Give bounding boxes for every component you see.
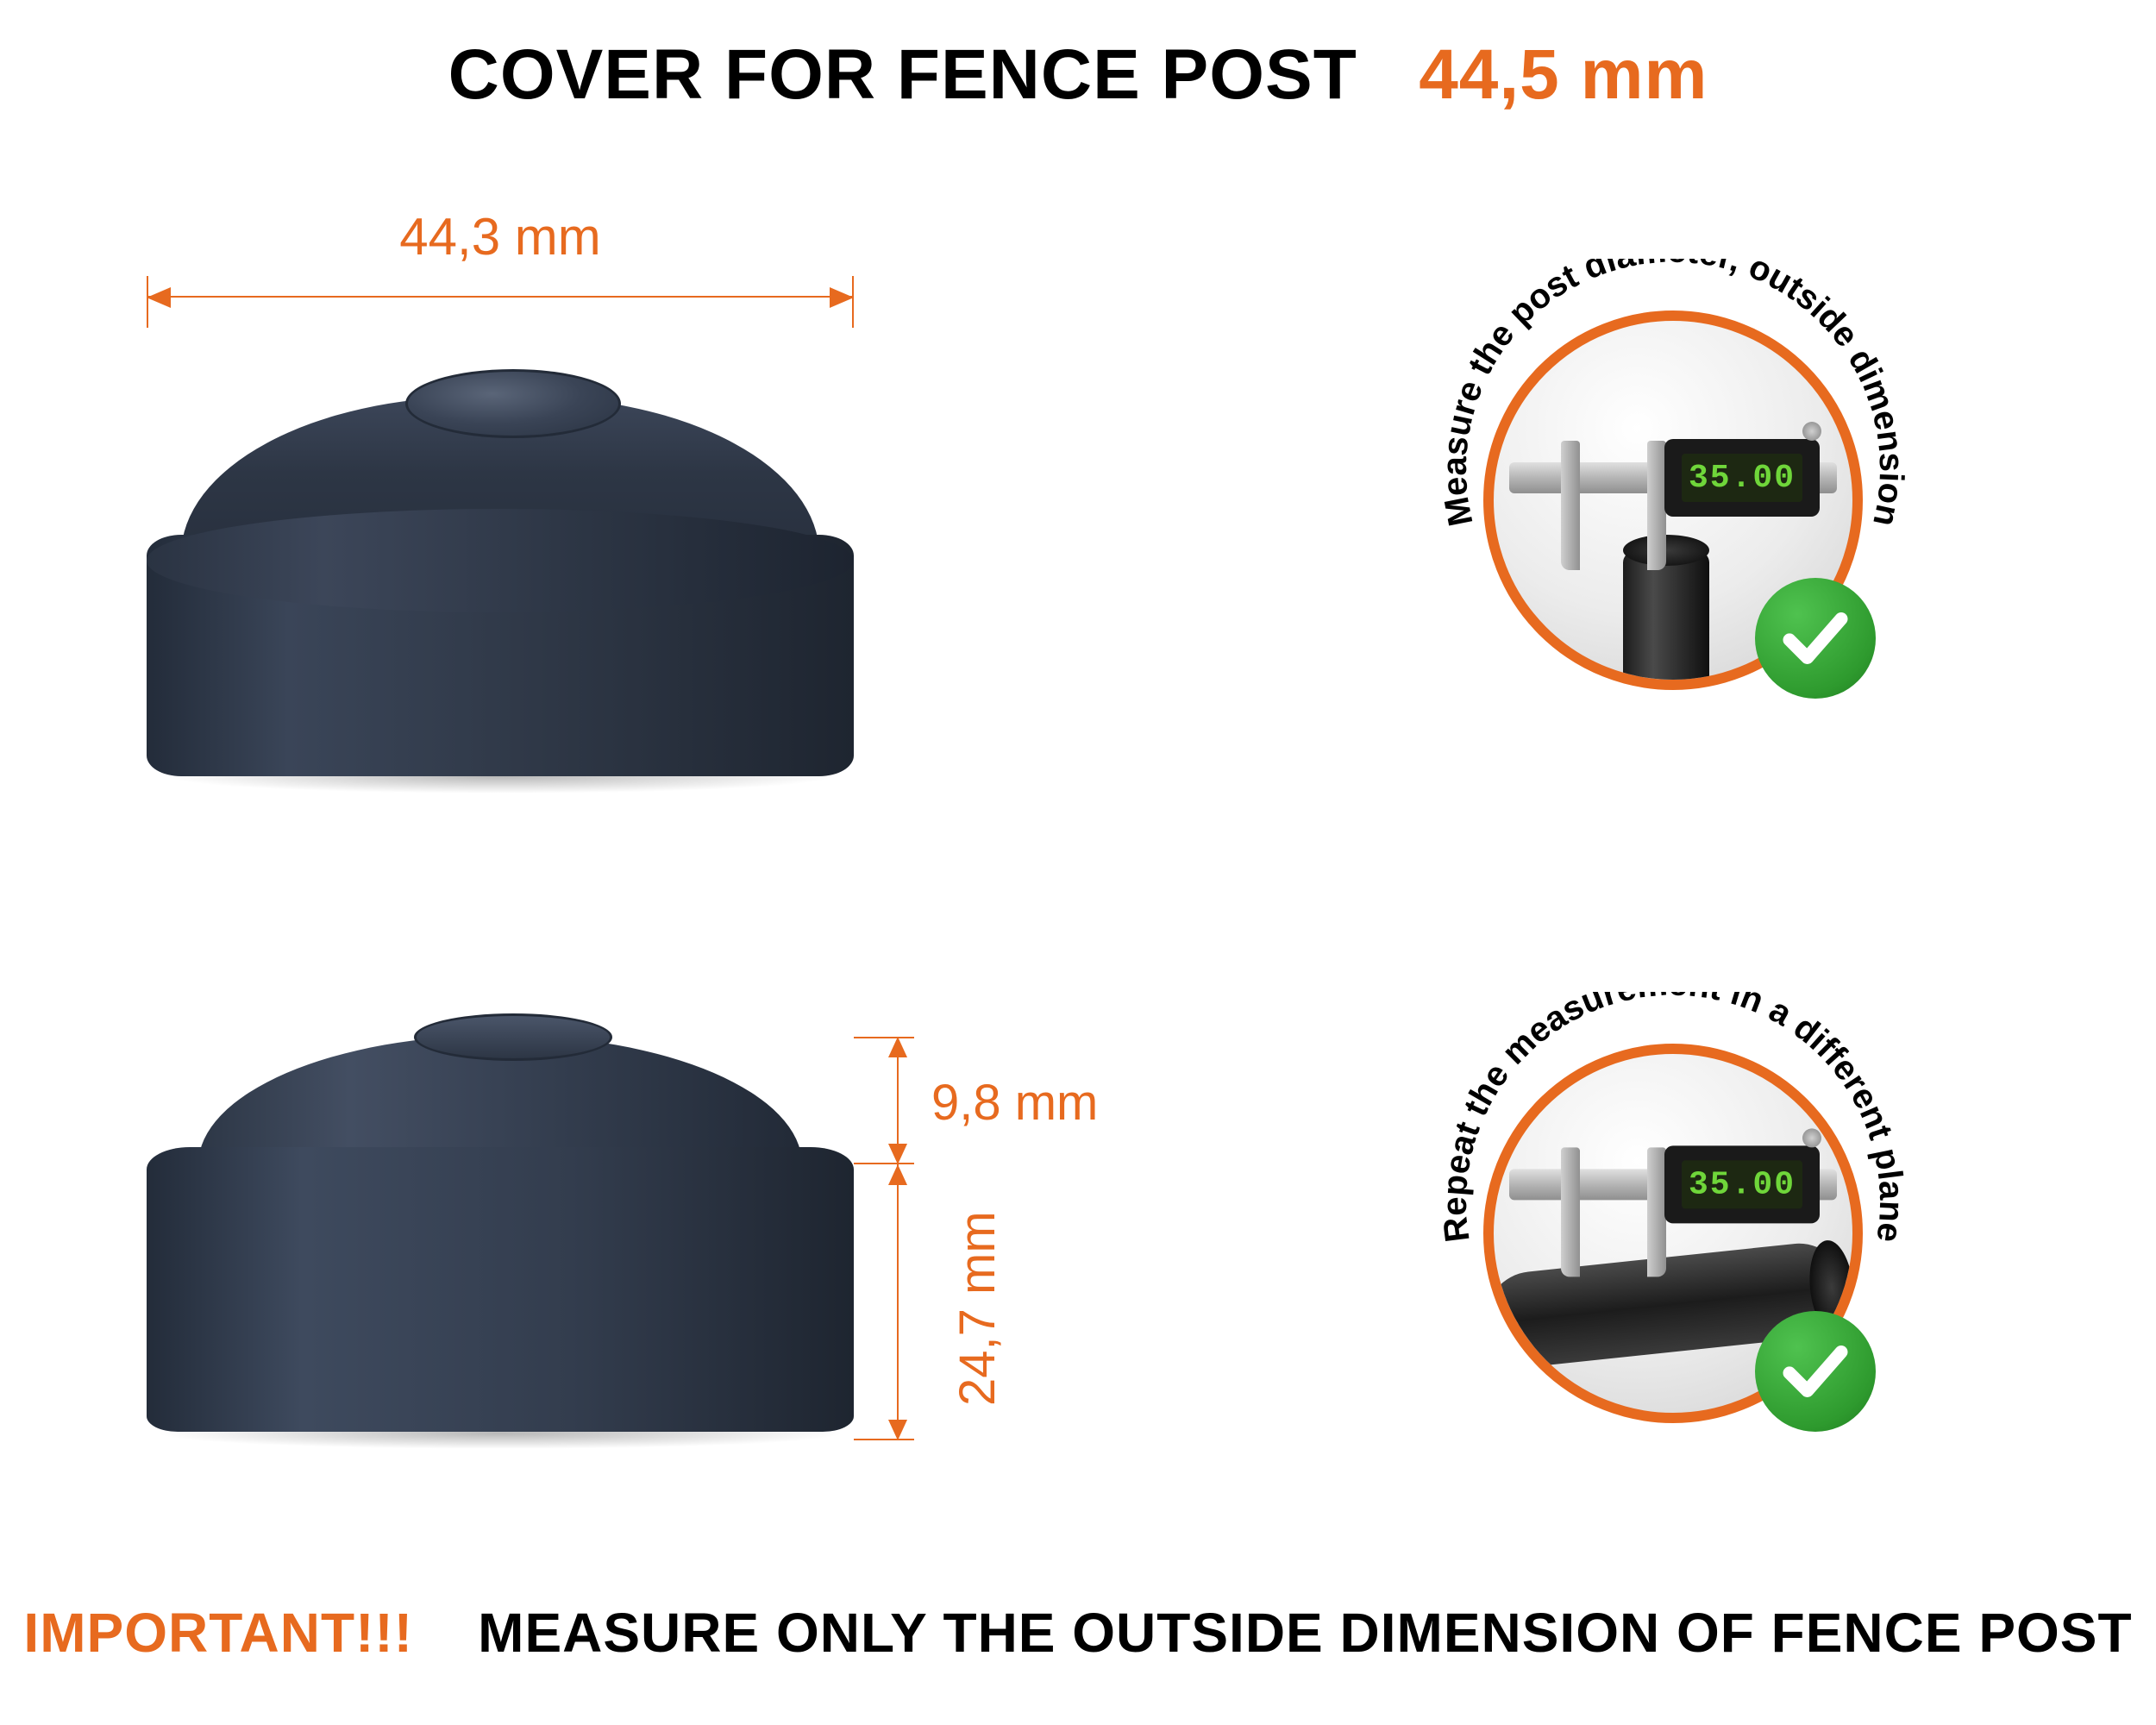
cap-side-base (147, 1147, 854, 1432)
cap-render-side (147, 1000, 854, 1449)
product-side-view: 9,8 mm 24,7 mm (121, 1000, 1069, 1466)
caliper-body: 35.00 (1664, 439, 1820, 517)
dim-arrow-down-icon (888, 1144, 907, 1164)
cap-render-top (147, 328, 854, 794)
footer-important-label: IMPORTANT!!! (23, 1602, 413, 1664)
caliper-reading-top: 35.00 (1682, 454, 1802, 502)
width-dimension-label: 44,3 mm (121, 207, 880, 267)
caliper-body: 35.00 (1664, 1145, 1820, 1223)
check-icon (1777, 599, 1854, 677)
instruction-circle-bottom: Repeat the measurement in a different pl… (1432, 992, 1915, 1475)
footer-message: MEASURE ONLY THE OUTSIDE DIMENSION OF FE… (478, 1602, 2132, 1664)
main-title: COVER FOR FENCE POST 44,5 mm (0, 34, 2156, 116)
dim-extension-left (147, 276, 148, 328)
checkmark-badge-bottom (1755, 1311, 1876, 1432)
cap-base-edge (147, 509, 854, 612)
cap-top-disc (405, 369, 621, 438)
dim-horizontal-line (147, 296, 854, 298)
checkmark-badge-top (1755, 578, 1876, 699)
caliper-jaw-left (1561, 1147, 1580, 1276)
caliper-reading-bottom: 35.00 (1682, 1160, 1802, 1208)
instruction-circle-top: Measure the post diameter, outside dimen… (1432, 259, 1915, 742)
dim-arrow-up-icon-2 (888, 1164, 907, 1185)
title-orange: 44,5 mm (1419, 35, 1708, 114)
base-height-line (897, 1164, 899, 1440)
caliper-jaw-left (1561, 441, 1580, 570)
caliper-jaw-right (1647, 1147, 1666, 1276)
dim-arrow-right-icon (830, 287, 854, 308)
dim-arrow-down-icon-2 (888, 1420, 907, 1440)
dim-arrow-up-icon (888, 1037, 907, 1057)
title-black: COVER FOR FENCE POST (448, 35, 1357, 114)
cap-base (147, 535, 854, 776)
footer-note: IMPORTANT!!! MEASURE ONLY THE OUTSIDE DI… (0, 1601, 2156, 1665)
caliper-knob-icon (1802, 1128, 1821, 1147)
dim-arrow-left-icon (147, 287, 171, 308)
caliper-top: 35.00 (1509, 415, 1837, 570)
check-icon (1777, 1333, 1854, 1410)
dim-extension-right (852, 276, 854, 328)
dome-height-label: 9,8 mm (931, 1074, 1098, 1132)
caliper-jaw-right (1647, 441, 1666, 570)
base-height-label: 24,7 mm (949, 1211, 1006, 1406)
width-dimension-line (147, 285, 854, 310)
product-top-view: 44,3 mm (121, 207, 880, 794)
caliper-knob-icon (1802, 422, 1821, 441)
cap-side-top-disc (414, 1013, 612, 1061)
caliper-bottom: 35.00 (1509, 1121, 1837, 1276)
